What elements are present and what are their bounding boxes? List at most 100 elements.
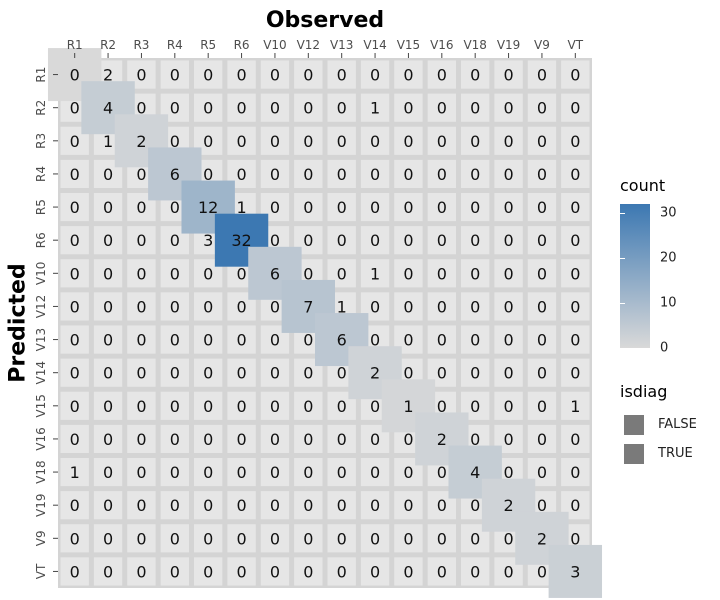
offdiag-tile: [127, 325, 156, 354]
cell-count-label: 0: [303, 132, 313, 151]
cell-count-label: 0: [70, 99, 80, 118]
offdiag-tile: [327, 126, 356, 155]
cell-count-label: 2: [136, 132, 146, 151]
cell-count-label: 0: [437, 66, 447, 85]
offdiag-tile: [494, 325, 523, 354]
cell-count-label: 6: [170, 165, 180, 184]
offdiag-tile: [127, 292, 156, 321]
offdiag-tile: [93, 226, 123, 255]
cell-count-label: 1: [70, 463, 80, 482]
offdiag-tile: [561, 226, 590, 255]
offdiag-tile: [394, 126, 423, 155]
x-tick-label: V16: [430, 38, 453, 52]
cell-count-label: 0: [103, 496, 113, 515]
cell-count-label: 0: [136, 463, 146, 482]
cell-count-label: 0: [236, 331, 246, 350]
cell-count-label: 0: [370, 231, 380, 250]
cell-count-label: 0: [537, 297, 547, 316]
offdiag-tile: [227, 325, 256, 354]
offdiag-tile: [93, 557, 123, 586]
cell-count-label: 1: [236, 198, 246, 217]
offdiag-tile: [360, 226, 390, 255]
cell-count-label: 0: [437, 562, 447, 581]
cell-count-label: 0: [437, 397, 447, 416]
offdiag-tile: [60, 524, 89, 553]
offdiag-tile: [227, 358, 256, 387]
offdiag-tile: [260, 60, 290, 89]
cell-count-label: 0: [370, 496, 380, 515]
offdiag-tile: [294, 192, 323, 222]
offdiag-tile: [394, 292, 423, 321]
colorbar-tick-label: 20: [660, 250, 677, 266]
cell-count-label: 0: [303, 66, 313, 85]
cell-count-label: 0: [437, 364, 447, 383]
offdiag-tile: [494, 159, 523, 189]
offdiag-tile: [227, 93, 256, 122]
offdiag-tile: [160, 557, 189, 586]
offdiag-tile: [260, 93, 290, 122]
offdiag-tile: [127, 524, 156, 553]
cell-count-label: 0: [303, 496, 313, 515]
cell-count-label: 32: [231, 231, 251, 250]
cell-count-label: 0: [103, 331, 113, 350]
y-tick-label: V14: [34, 361, 48, 384]
isdiag-true-label: TRUE: [658, 446, 693, 461]
cell-count-label: 0: [303, 463, 313, 482]
offdiag-tile: [194, 557, 223, 586]
offdiag-tile: [60, 325, 89, 354]
offdiag-tile: [93, 424, 123, 454]
cell-count-label: 0: [437, 99, 447, 118]
cell-count-label: 0: [570, 99, 580, 118]
cell-count-label: 0: [170, 231, 180, 250]
cell-count-label: 1: [370, 99, 380, 118]
cell-count-label: 0: [337, 264, 347, 283]
offdiag-tile: [227, 457, 256, 487]
y-tick-label: VT: [34, 563, 48, 579]
offdiag-tile: [260, 391, 290, 420]
cell-count-label: 0: [470, 198, 480, 217]
offdiag-tile: [527, 60, 557, 89]
cell-count-label: 0: [337, 496, 347, 515]
offdiag-tile: [394, 259, 423, 288]
cell-count-label: 0: [470, 297, 480, 316]
offdiag-tile: [160, 524, 189, 553]
cell-count-label: 0: [537, 397, 547, 416]
offdiag-tile: [294, 60, 323, 89]
offdiag-tile: [260, 358, 290, 387]
colorbar-tick: [650, 258, 655, 259]
offdiag-tile: [60, 491, 89, 520]
cell-count-label: 0: [437, 496, 447, 515]
x-tick-label: V12: [297, 38, 320, 52]
cell-count-label: 0: [170, 198, 180, 217]
colorbar-tick-label: 0: [660, 340, 669, 356]
cell-count-label: 0: [503, 397, 513, 416]
cell-count-label: 0: [103, 198, 113, 217]
cell-count-label: 0: [503, 463, 513, 482]
cell-count-label: 0: [303, 331, 313, 350]
cell-count-label: 2: [503, 496, 513, 515]
cell-count-label: 0: [403, 364, 413, 383]
x-tick-label: R2: [100, 38, 116, 52]
offdiag-tile: [294, 93, 323, 122]
cell-count-label: 0: [303, 165, 313, 184]
cell-count-label: 0: [303, 198, 313, 217]
offdiag-tile: [127, 358, 156, 387]
offdiag-tile: [427, 524, 456, 553]
cell-count-label: 0: [203, 264, 213, 283]
offdiag-tile: [494, 226, 523, 255]
cell-count-label: 0: [136, 562, 146, 581]
cell-count-label: 0: [303, 364, 313, 383]
offdiag-tile: [561, 358, 590, 387]
cell-count-label: 0: [70, 529, 80, 548]
cell-count-label: 0: [170, 331, 180, 350]
cell-count-label: 0: [270, 562, 280, 581]
x-tick-label: VT: [568, 38, 584, 52]
offdiag-tile: [194, 93, 223, 122]
cell-count-label: 0: [470, 132, 480, 151]
offdiag-tile: [561, 93, 590, 122]
cell-count-label: 0: [170, 397, 180, 416]
cell-count-label: 0: [370, 529, 380, 548]
cell-count-label: 0: [103, 529, 113, 548]
offdiag-tile: [327, 226, 356, 255]
cell-count-label: 0: [470, 165, 480, 184]
